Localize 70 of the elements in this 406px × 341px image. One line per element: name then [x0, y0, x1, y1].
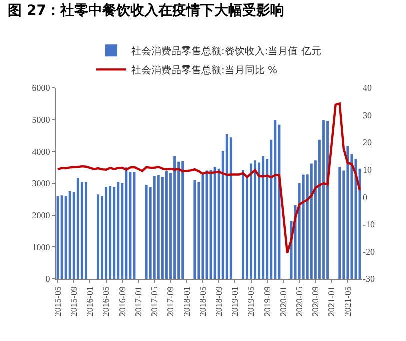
bar	[346, 146, 350, 279]
y-tick-label: 0	[46, 274, 51, 284]
bar	[84, 182, 88, 279]
bar	[262, 156, 265, 279]
x-tick-label: 2016-09	[117, 286, 128, 317]
bar	[194, 180, 196, 279]
bar	[68, 191, 72, 279]
x-tick-label: 2020-01	[278, 286, 288, 317]
legend-label: 社会消费品零售总额:餐饮收入:当月值 亿元	[132, 46, 322, 58]
bar	[121, 184, 124, 279]
bar	[242, 170, 244, 279]
x-tick-label: 2019-05	[246, 286, 256, 317]
bar	[254, 160, 257, 279]
bar	[274, 120, 277, 279]
x-tick-label: 2020-05	[294, 286, 305, 317]
y2-tick-label: 30	[363, 110, 372, 120]
bar	[97, 194, 100, 279]
line-series	[56, 102, 362, 254]
bar	[145, 185, 148, 279]
y-tick-label: 3000	[32, 178, 51, 189]
x-tick-label: 2016-05	[101, 286, 112, 317]
y-tick-label: 1000	[32, 242, 51, 252]
chart-title: 图 27：社零中餐饮收入在疫情下大幅受影响	[8, 2, 284, 19]
x-tick-label: 2018-05	[198, 286, 208, 317]
bar	[182, 161, 184, 279]
y-tick-label: 2000	[32, 210, 51, 220]
x-tick-label: 2017-09	[166, 286, 176, 317]
x-tick-label: 2018-01	[182, 286, 192, 317]
bar	[109, 186, 112, 279]
bar	[80, 182, 84, 279]
bar	[250, 164, 252, 279]
bar	[198, 182, 200, 279]
x-tick-label: 2017-05	[150, 286, 160, 317]
x-tick-label: 2018-09	[214, 286, 224, 317]
bar	[214, 166, 216, 279]
bar	[174, 156, 176, 279]
y2-tick-label: -20	[363, 246, 376, 257]
bar	[226, 134, 228, 279]
x-tick-label: 2019-09	[262, 286, 272, 317]
bar	[153, 176, 156, 279]
x-tick-label: 2019-01	[230, 286, 240, 317]
x-tick-label: 2021-01	[326, 286, 337, 317]
y-tick-label: 5000	[32, 114, 51, 125]
bar	[326, 121, 329, 279]
bar	[60, 196, 64, 279]
x-tick-label: 2020-09	[310, 286, 321, 317]
y2-tick-label: 40	[363, 83, 372, 94]
y2-tick-label: -30	[363, 274, 376, 284]
legend-label: 社会消费品零售总额:当月同比 %	[132, 64, 278, 77]
y-tick-label: 6000	[32, 83, 51, 94]
bar	[310, 164, 313, 279]
x-tick-label: 2015-05	[52, 286, 63, 317]
bar	[302, 174, 305, 279]
x-tick-label: 2016-01	[85, 286, 96, 317]
y2-tick-label: -10	[363, 220, 376, 230]
x-tick-label: 2017-01	[133, 286, 144, 317]
bar	[105, 187, 108, 279]
y2-tick-label: 0	[363, 192, 368, 202]
bar	[76, 178, 80, 279]
bar	[166, 171, 168, 279]
y2-tick-label: 10	[363, 165, 372, 176]
x-tick-label: 2021-05	[342, 286, 353, 317]
bar	[230, 138, 232, 279]
bar	[117, 182, 120, 279]
bar	[338, 166, 342, 279]
bar	[322, 120, 325, 279]
bar	[157, 176, 160, 279]
x-tick-label: 2015-09	[69, 286, 80, 317]
y-tick-label: 4000	[32, 146, 51, 157]
y2-tick-label: 20	[363, 138, 372, 148]
